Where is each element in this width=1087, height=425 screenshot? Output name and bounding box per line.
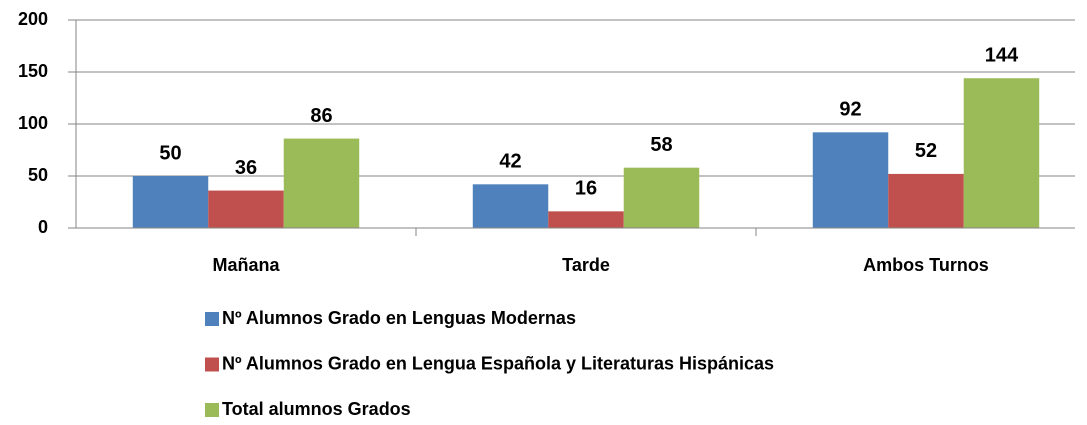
bar <box>623 167 700 228</box>
legend-label: Total alumnos Grados <box>222 399 411 419</box>
y-tick-label: 100 <box>18 113 48 133</box>
y-tick-label: 50 <box>28 165 48 185</box>
legend-label: Nº Alumnos Grado en Lengua Española y Li… <box>222 353 774 373</box>
legend-swatch <box>205 403 219 417</box>
x-tick-label: Mañana <box>212 255 280 275</box>
bar <box>963 78 1040 229</box>
bar <box>548 211 624 228</box>
bar <box>888 173 964 228</box>
data-label: 86 <box>310 105 332 127</box>
bar <box>283 138 360 228</box>
y-tick-label: 150 <box>18 61 48 81</box>
x-tick-label: Tarde <box>562 255 610 275</box>
bar <box>132 176 209 228</box>
y-tick-label: 0 <box>38 217 48 237</box>
y-tick-label: 200 <box>18 9 48 29</box>
data-label: 16 <box>575 178 597 200</box>
data-label: 92 <box>839 99 861 121</box>
data-label: 42 <box>499 151 521 173</box>
legend-swatch <box>205 312 219 326</box>
data-label: 144 <box>985 45 1019 67</box>
data-label: 58 <box>650 134 672 156</box>
data-label: 36 <box>235 157 257 179</box>
data-label: 52 <box>915 140 937 162</box>
data-label: 50 <box>159 142 181 164</box>
x-tick-label: Ambos Turnos <box>863 255 989 275</box>
bar <box>472 184 549 228</box>
legend-label: Nº Alumnos Grado en Lenguas Modernas <box>222 308 576 328</box>
bar <box>208 190 284 228</box>
bar <box>812 132 889 228</box>
legend-swatch <box>205 357 219 372</box>
